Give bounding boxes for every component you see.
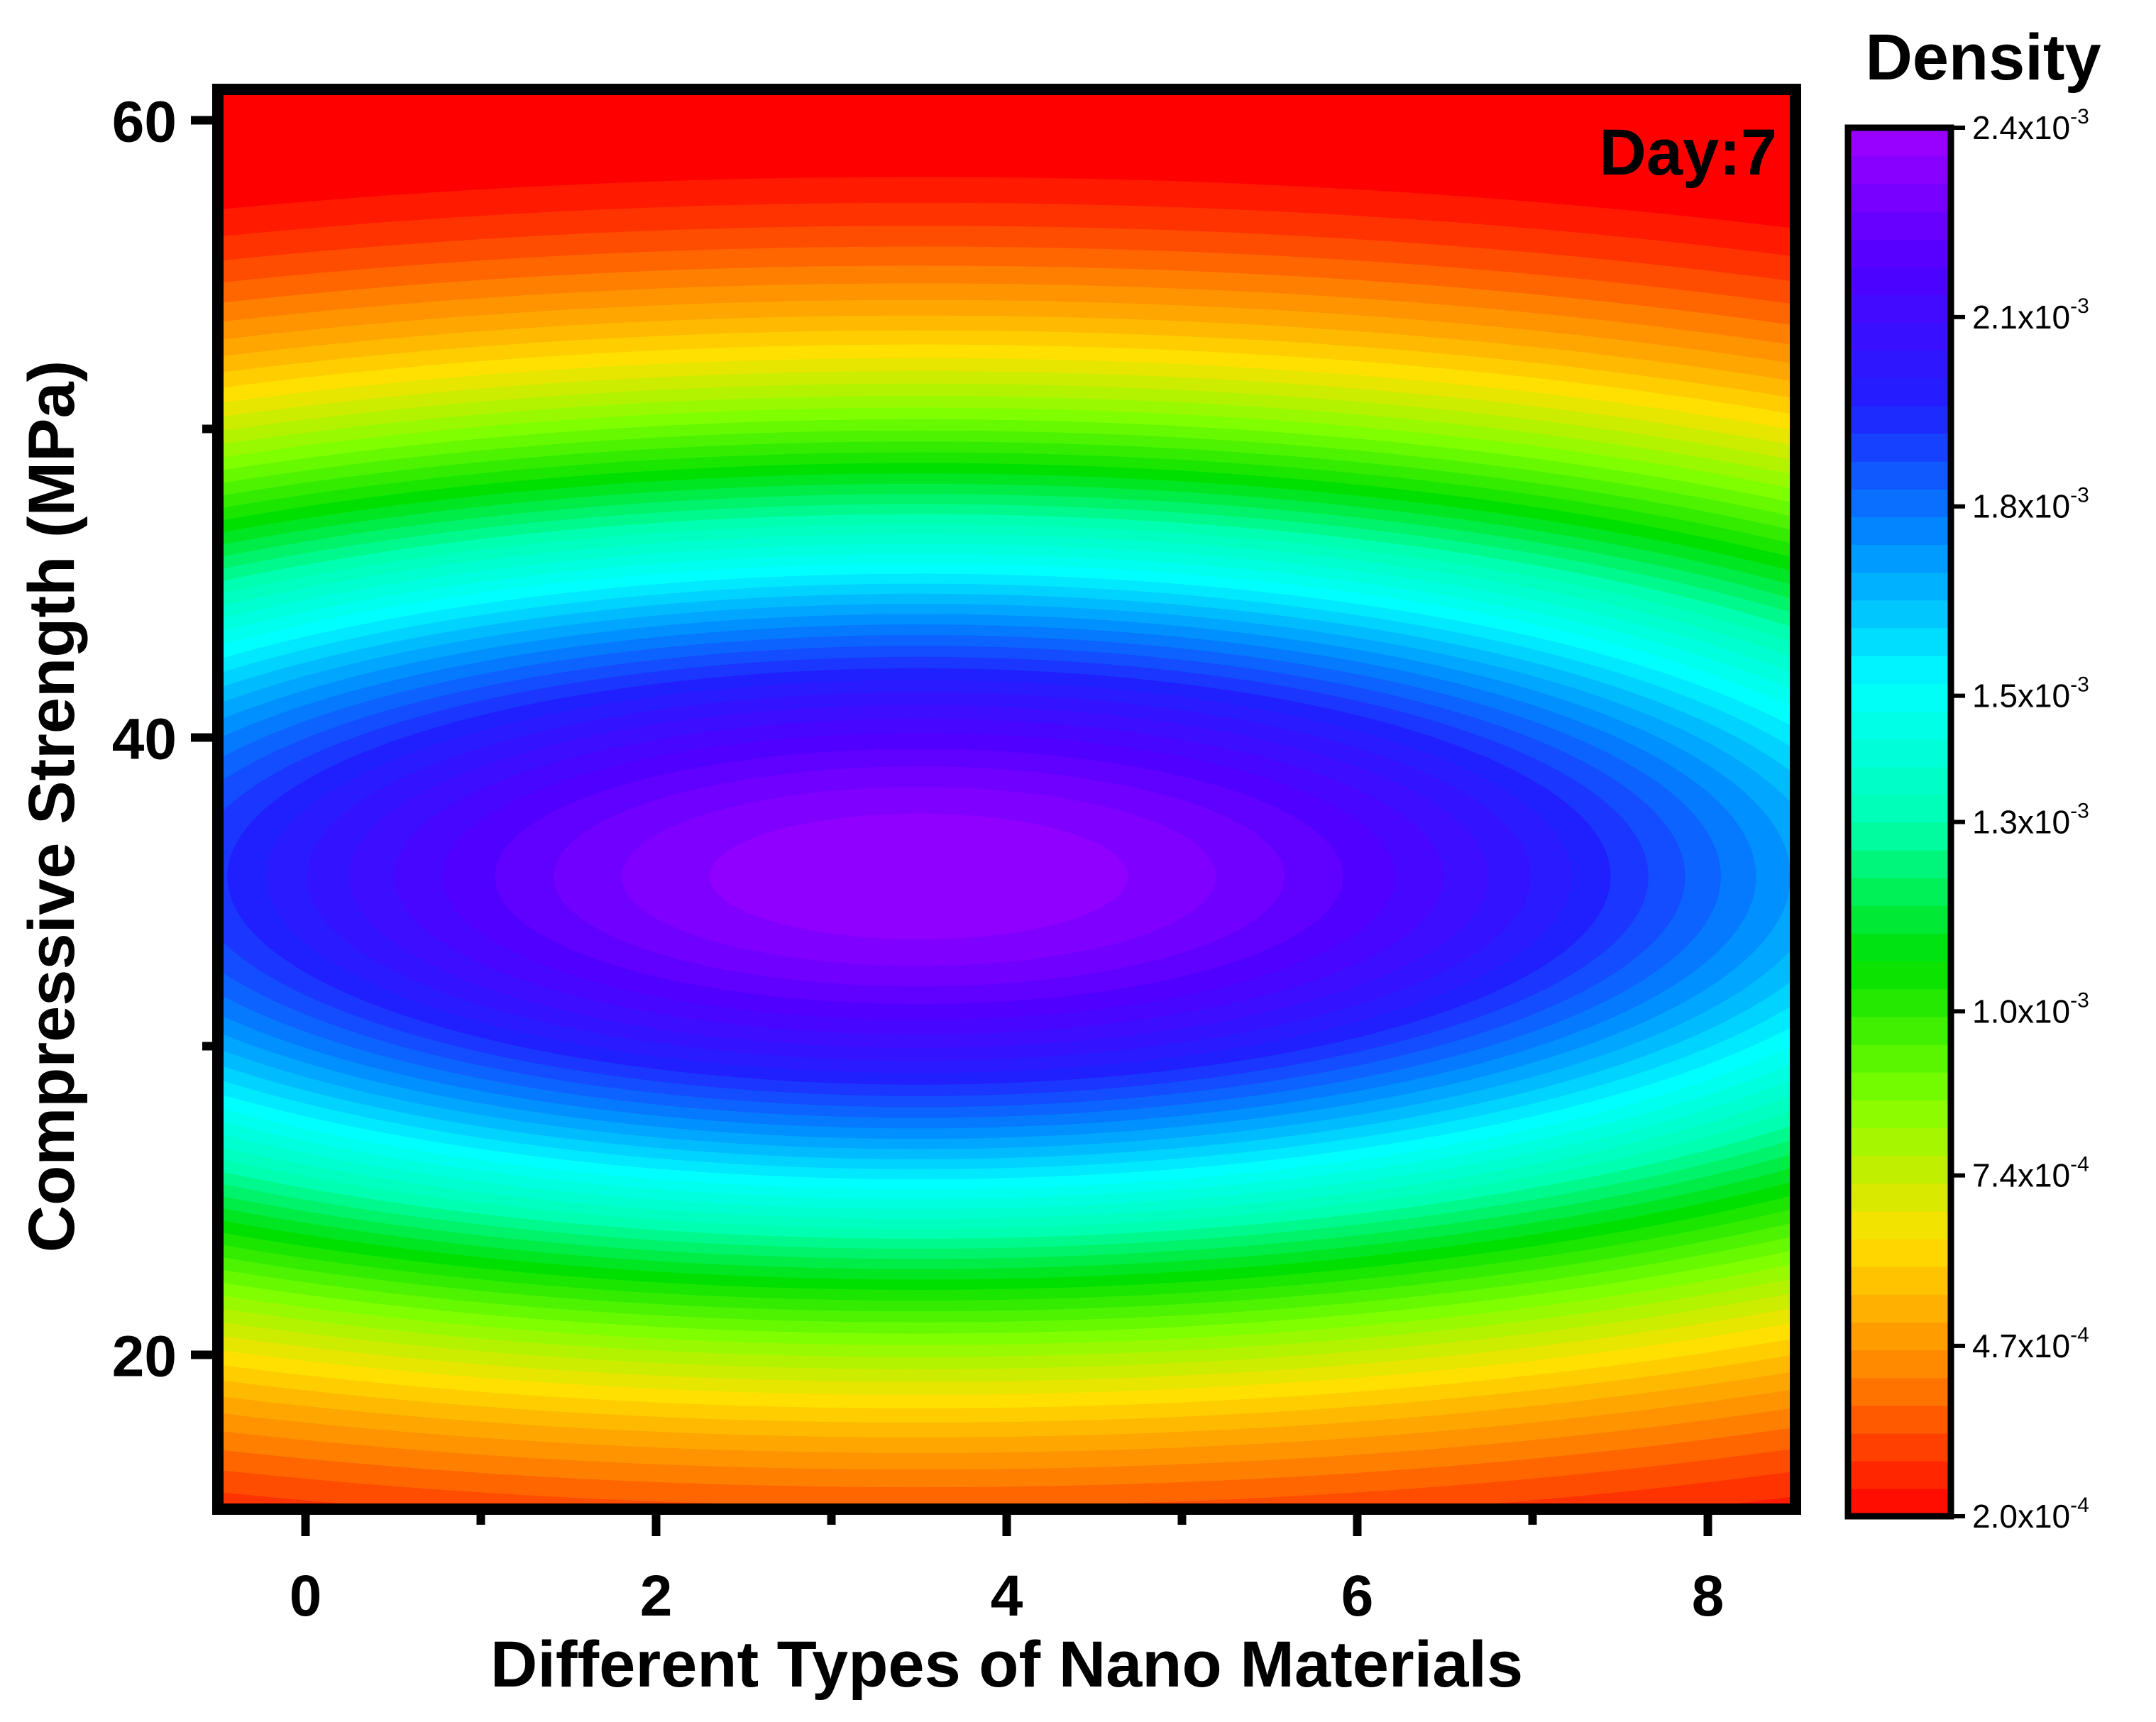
colorbar-band (1848, 1099, 1951, 1129)
colorbar-band (1848, 1350, 1951, 1379)
colorbar-band (1848, 516, 1951, 546)
colorbar-tick-label: 4.7x10-4 (1972, 1323, 2089, 1364)
colorbar-band (1848, 544, 1951, 573)
x-tick-label: 8 (1692, 1564, 1725, 1628)
colorbar-band (1848, 1460, 1951, 1489)
colorbar-band (1848, 849, 1951, 878)
colorbar-band (1848, 1044, 1951, 1073)
colorbar-band (1848, 1488, 1951, 1517)
day-annotation: Day:7 (1599, 116, 1777, 189)
colorbar-band (1848, 739, 1951, 768)
colorbar-band (1848, 655, 1951, 684)
colorbar-tick-label: 1.3x10-3 (1972, 800, 2089, 841)
colorbar-title: Density (1865, 21, 2101, 94)
colorbar-band (1848, 1016, 1951, 1045)
colorbar-band (1848, 710, 1951, 740)
colorbar-tick-label: 7.4x10-4 (1972, 1153, 2089, 1194)
y-tick-label: 40 (112, 707, 177, 772)
colorbar-band (1848, 683, 1951, 712)
colorbar-band (1848, 183, 1951, 212)
colorbar-band (1848, 572, 1951, 601)
colorbar-band (1848, 961, 1951, 990)
colorbar-band (1848, 1238, 1951, 1267)
colorbar-band (1848, 1183, 1951, 1212)
y-tick-label: 60 (112, 90, 177, 155)
colorbar-band (1848, 155, 1951, 184)
x-tick-label: 2 (640, 1564, 673, 1628)
colorbar-tick-label: 1.0x10-3 (1972, 988, 2089, 1030)
x-tick-label: 0 (290, 1564, 322, 1628)
colorbar-band (1848, 933, 1951, 962)
colorbar-tick-label: 2.1x10-3 (1972, 294, 2089, 336)
y-axis: 20 40 60 (112, 90, 218, 1389)
colorbar-band (1848, 1377, 1951, 1406)
y-axis-label: Compressive Strength (MPa) (16, 360, 88, 1253)
colorbar-band (1848, 905, 1951, 934)
colorbar-band (1848, 1071, 1951, 1100)
colorbar-tick-label: 2.0x10-4 (1972, 1494, 2089, 1535)
colorbar-tick-label: 2.4x10-3 (1972, 105, 2089, 146)
colorbar-band (1848, 433, 1951, 462)
contour-fill-layer (218, 89, 1795, 1509)
colorbar-band (1848, 211, 1951, 240)
colorbar-band (1848, 1405, 1951, 1434)
colorbar-band (1848, 350, 1951, 379)
colorbar: 2.0x10-4 4.7x10-4 7.4x10-4 1.0x10-3 1.3x10-3… (1844, 105, 2089, 1535)
colorbar-band (1848, 488, 1951, 517)
x-tick-label: 6 (1341, 1564, 1374, 1628)
colorbar-band (1848, 794, 1951, 823)
colorbar-band (1848, 1433, 1951, 1462)
colorbar-band (1848, 766, 1951, 795)
colorbar-band (1848, 460, 1951, 490)
colorbar-tick-label: 1.8x10-3 (1972, 484, 2089, 525)
colorbar-band (1848, 877, 1951, 906)
colorbar-band (1848, 627, 1951, 656)
colorbar-band (1848, 321, 1951, 351)
y-tick-label: 20 (112, 1325, 177, 1389)
colorbar-tick-label: 1.5x10-3 (1972, 673, 2089, 714)
colorbar-band (1848, 988, 1951, 1017)
colorbar-band (1848, 377, 1951, 407)
colorbar-band (1848, 1266, 1951, 1295)
contour-band (710, 813, 1128, 939)
colorbar-band (1848, 294, 1951, 323)
colorbar-band (1848, 1210, 1951, 1240)
x-tick-label: 4 (991, 1564, 1023, 1628)
colorbar-band (1848, 1322, 1951, 1351)
x-axis-label: Different Types of Nano Materials (490, 1628, 1523, 1701)
colorbar-band (1848, 238, 1951, 267)
x-axis: 0 2 4 6 8 (290, 1509, 1725, 1628)
colorbar-band (1848, 405, 1951, 434)
colorbar-band (1848, 1127, 1951, 1157)
colorbar-band (1848, 1293, 1951, 1323)
colorbar-band (1848, 600, 1951, 629)
colorbar-band (1848, 1155, 1951, 1184)
colorbar-band (1848, 128, 1951, 157)
colorbar-band (1848, 266, 1951, 295)
colorbar-band (1848, 822, 1951, 851)
